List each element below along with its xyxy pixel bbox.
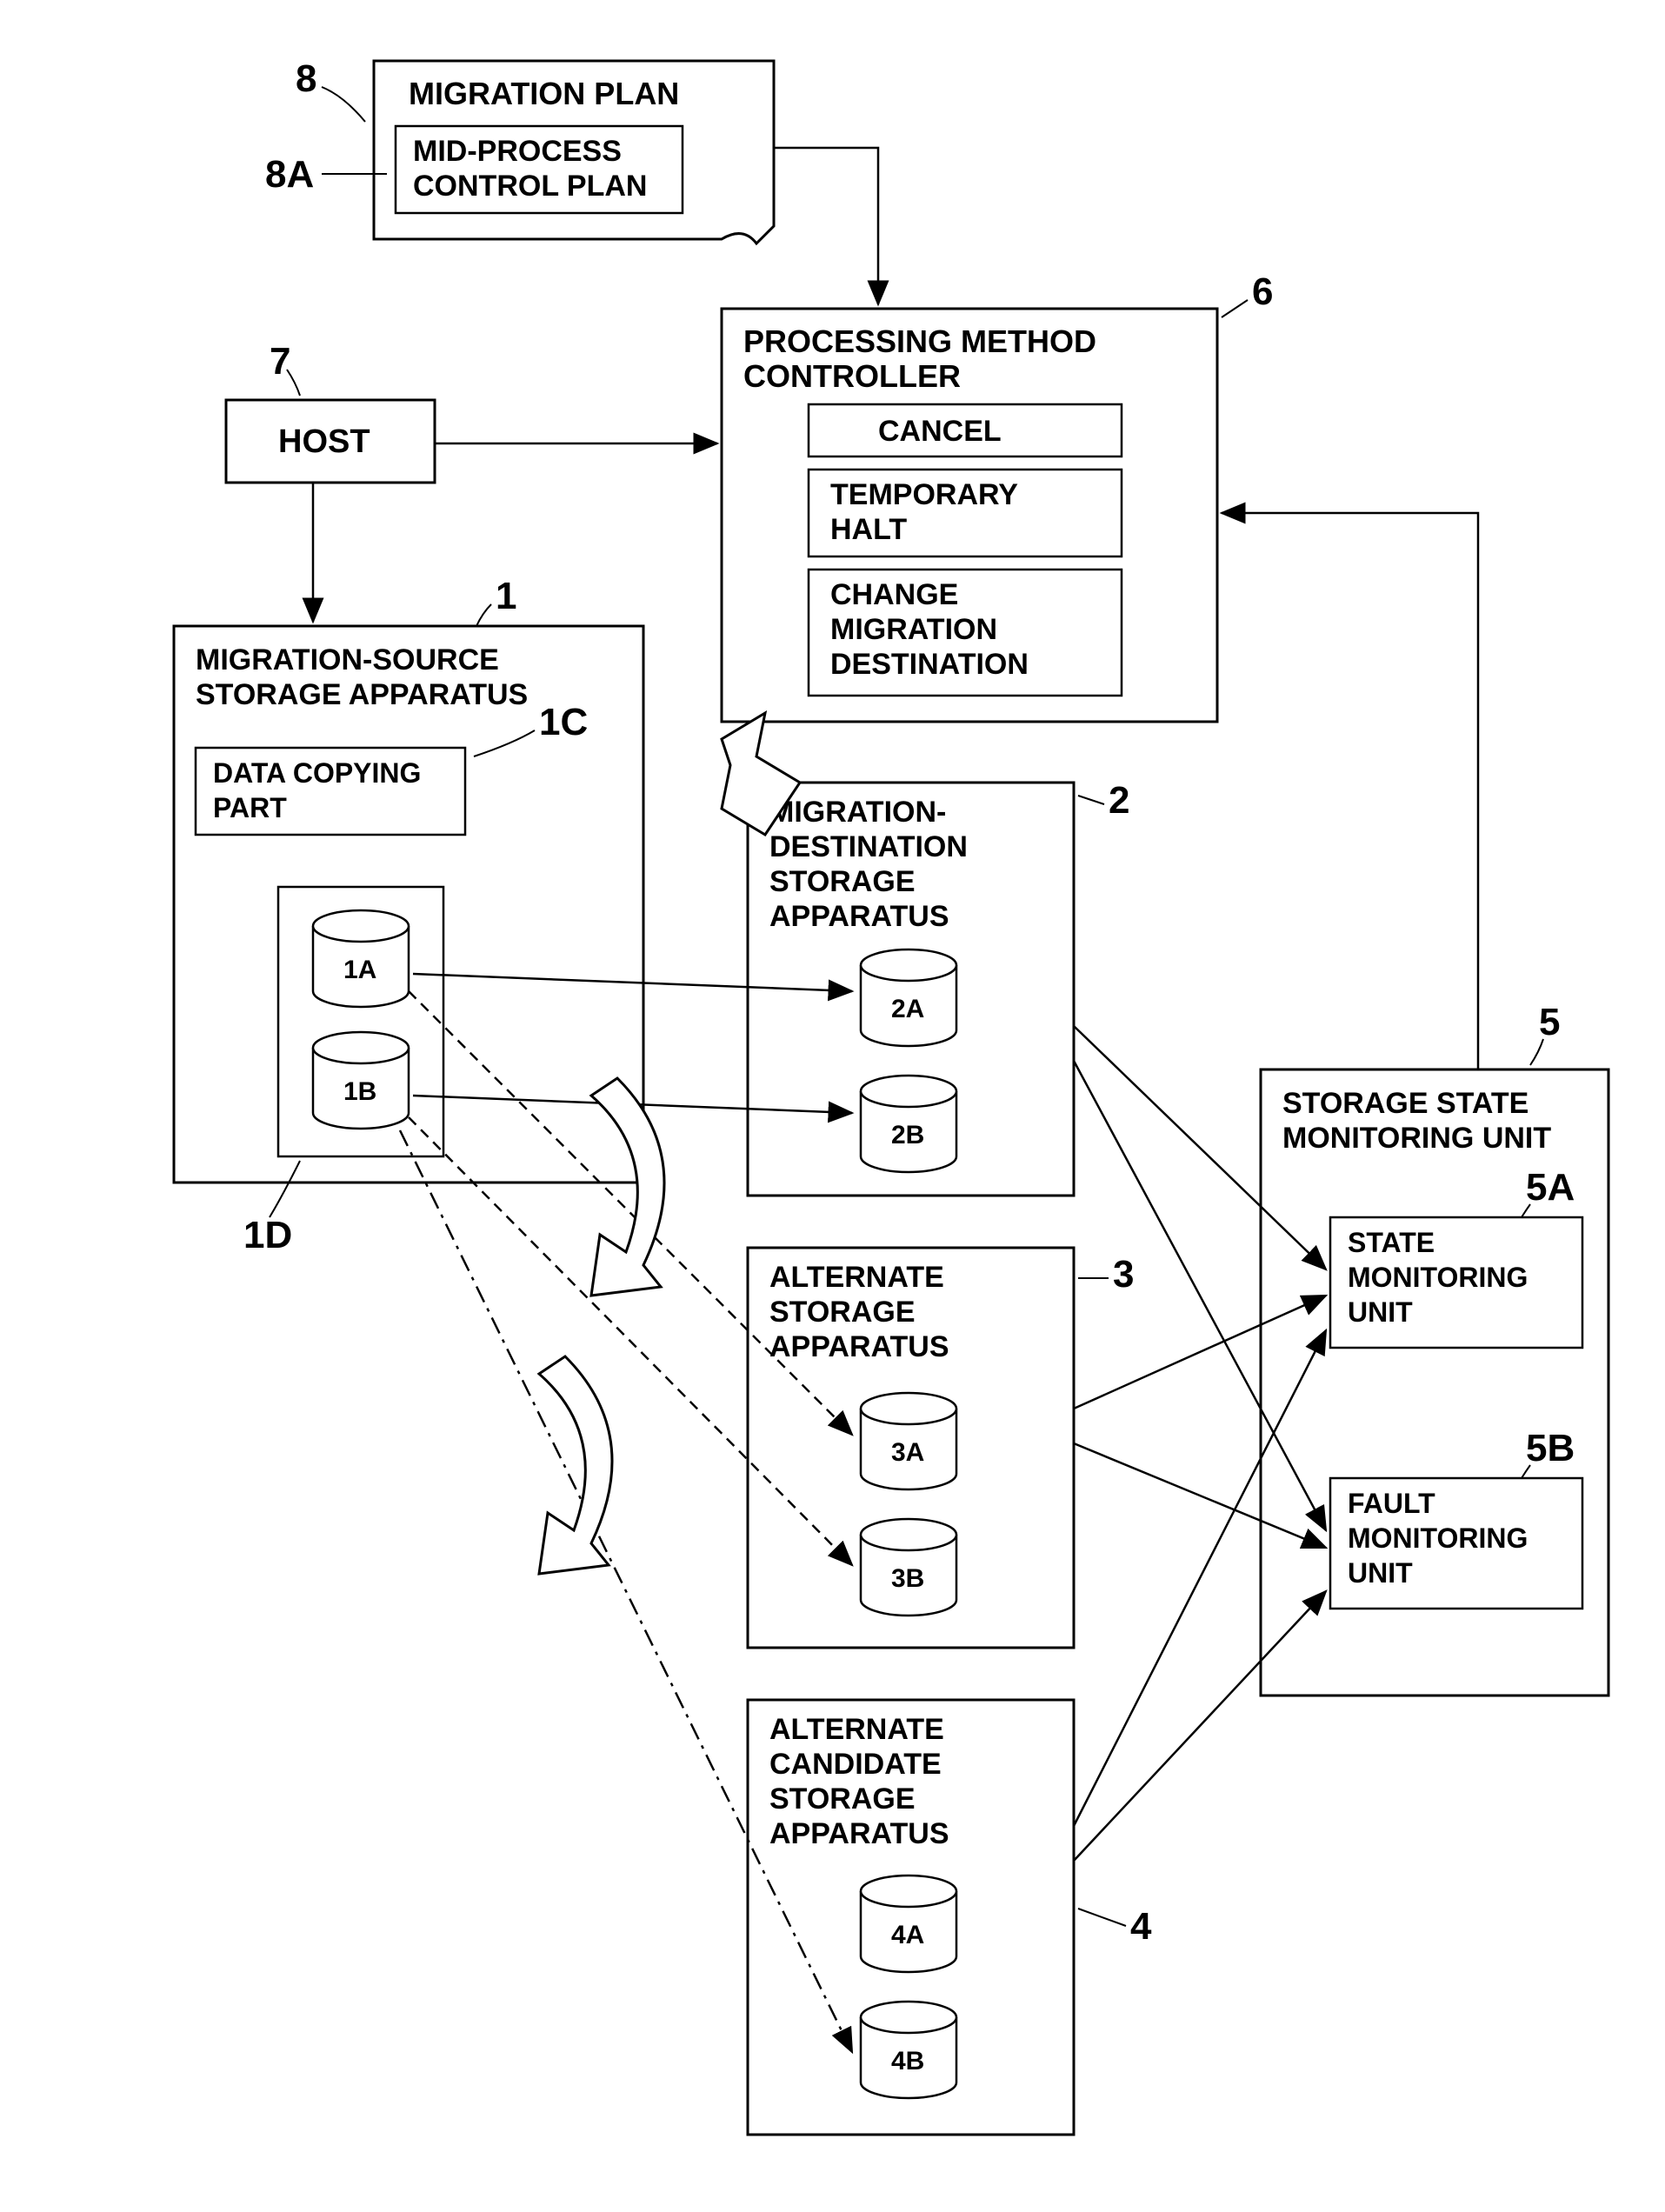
state-l1: STATE bbox=[1348, 1227, 1435, 1258]
svg-text:2B: 2B bbox=[891, 1121, 924, 1149]
fault-l1: FAULT bbox=[1348, 1488, 1435, 1519]
state-l2: MONITORING bbox=[1348, 1262, 1528, 1293]
label-8: 8 bbox=[296, 57, 316, 100]
arrow-ac-fault bbox=[1074, 1591, 1326, 1861]
svg-text:3A: 3A bbox=[891, 1438, 924, 1467]
label-1D: 1D bbox=[243, 1214, 292, 1256]
fault-l2: MONITORING bbox=[1348, 1522, 1528, 1554]
btn-temp-1: TEMPORARY bbox=[830, 478, 1018, 511]
btn-chg-2: MIGRATION bbox=[830, 613, 997, 646]
ac-l1: ALTERNATE bbox=[769, 1713, 944, 1746]
label-6: 6 bbox=[1252, 270, 1273, 313]
mid-process-line2: CONTROL PLAN bbox=[413, 170, 647, 203]
btn-chg-1: CHANGE bbox=[830, 578, 958, 611]
svg-text:1A: 1A bbox=[343, 956, 376, 984]
svg-text:2A: 2A bbox=[891, 995, 924, 1023]
host-box: HOST bbox=[226, 400, 435, 483]
label-5A: 5A bbox=[1526, 1166, 1575, 1209]
alt-box: ALTERNATE STORAGE APPARATUS 3A 3B bbox=[748, 1248, 1074, 1648]
ac-l4: APPARATUS bbox=[769, 1817, 949, 1850]
svg-text:4A: 4A bbox=[891, 1921, 924, 1949]
label-8A: 8A bbox=[265, 153, 314, 196]
ac-l3: STORAGE bbox=[769, 1782, 916, 1816]
state-l3: UNIT bbox=[1348, 1296, 1413, 1328]
controller-line1: PROCESSING METHOD bbox=[743, 323, 1096, 359]
label-4: 4 bbox=[1130, 1905, 1152, 1948]
cylinder-1B: 1B bbox=[313, 1032, 409, 1129]
host-label: HOST bbox=[278, 423, 370, 460]
arrow-plan-to-controller bbox=[774, 148, 878, 304]
label-1: 1 bbox=[496, 575, 516, 617]
mid-process-line1: MID-PROCESS bbox=[413, 135, 622, 168]
arrow-monitor-to-controller bbox=[1222, 513, 1478, 1069]
cylinder-2B: 2B bbox=[861, 1076, 956, 1172]
dest-l4: APPARATUS bbox=[769, 900, 949, 933]
label-5B: 5B bbox=[1526, 1427, 1575, 1469]
label-1C: 1C bbox=[539, 701, 588, 743]
migration-plan-title: MIGRATION PLAN bbox=[409, 76, 679, 111]
alt-l2: STORAGE bbox=[769, 1296, 916, 1329]
cylinder-4B: 4B bbox=[861, 2002, 956, 2098]
btn-temp-2: HALT bbox=[830, 513, 907, 546]
alt-l3: APPARATUS bbox=[769, 1330, 949, 1363]
svg-text:4B: 4B bbox=[891, 2047, 924, 2075]
btn-cancel: CANCEL bbox=[878, 415, 1002, 448]
alt-l1: ALTERNATE bbox=[769, 1261, 944, 1294]
source-line1: MIGRATION-SOURCE bbox=[196, 643, 499, 676]
migration-plan-box: MIGRATION PLAN MID-PROCESS CONTROL PLAN bbox=[374, 61, 774, 243]
cylinder-3A: 3A bbox=[861, 1393, 956, 1489]
cylinder-1A: 1A bbox=[313, 910, 409, 1007]
btn-chg-3: DESTINATION bbox=[830, 648, 1029, 681]
dest-l1: MIGRATION- bbox=[769, 796, 946, 829]
mon-l2: MONITORING UNIT bbox=[1282, 1122, 1551, 1155]
copy-line2: PART bbox=[213, 792, 287, 823]
monitor-box: STORAGE STATE MONITORING UNIT STATE MONI… bbox=[1261, 1069, 1608, 1696]
label-2: 2 bbox=[1109, 779, 1129, 822]
source-line2: STORAGE APPARATUS bbox=[196, 678, 528, 711]
label-5: 5 bbox=[1539, 1001, 1560, 1043]
svg-text:3B: 3B bbox=[891, 1564, 924, 1593]
mon-l1: STORAGE STATE bbox=[1282, 1087, 1528, 1120]
dest-l3: STORAGE bbox=[769, 865, 916, 898]
cylinder-2A: 2A bbox=[861, 949, 956, 1046]
svg-text:1B: 1B bbox=[343, 1077, 376, 1106]
label-7: 7 bbox=[270, 340, 290, 383]
copy-line1: DATA COPYING bbox=[213, 757, 421, 789]
fault-l3: UNIT bbox=[1348, 1557, 1413, 1589]
controller-line2: CONTROLLER bbox=[743, 358, 961, 394]
cylinder-4A: 4A bbox=[861, 1876, 956, 1972]
dest-l2: DESTINATION bbox=[769, 830, 968, 863]
controller-box: PROCESSING METHOD CONTROLLER CANCEL TEMP… bbox=[722, 309, 1217, 722]
cylinder-3B: 3B bbox=[861, 1519, 956, 1616]
ac-l2: CANDIDATE bbox=[769, 1748, 942, 1781]
diagram-canvas: MIGRATION PLAN MID-PROCESS CONTROL PLAN … bbox=[0, 0, 1665, 2212]
altcand-box: ALTERNATE CANDIDATE STORAGE APPARATUS 4A… bbox=[748, 1700, 1074, 2135]
label-3: 3 bbox=[1113, 1253, 1134, 1296]
